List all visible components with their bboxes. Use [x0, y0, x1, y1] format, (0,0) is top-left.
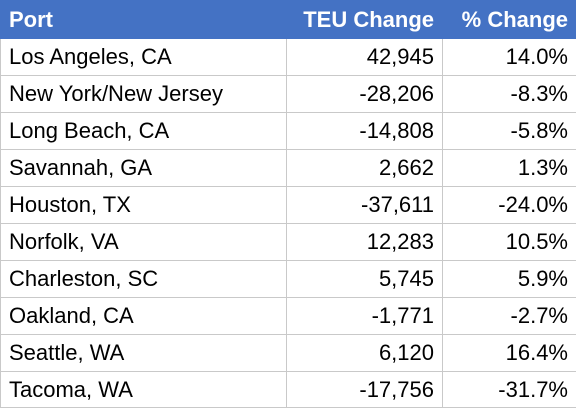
cell-teu-change: 42,945 [286, 38, 443, 76]
cell-pct-change: -2.7% [442, 297, 576, 335]
header-teu-change: TEU Change [286, 0, 443, 39]
cell-pct-change: 14.0% [442, 38, 576, 76]
table-row: Tacoma, WA -17,756 -31.7% [0, 371, 576, 408]
cell-port: Norfolk, VA [0, 223, 287, 261]
cell-port: Houston, TX [0, 186, 287, 224]
cell-pct-change: 1.3% [442, 149, 576, 187]
table-row: Oakland, CA -1,771 -2.7% [0, 297, 576, 335]
cell-teu-change: 6,120 [286, 334, 443, 372]
cell-pct-change: -5.8% [442, 112, 576, 150]
cell-teu-change: -17,756 [286, 371, 443, 408]
table-row: Long Beach, CA -14,808 -5.8% [0, 112, 576, 150]
table-row: New York/New Jersey -28,206 -8.3% [0, 75, 576, 113]
cell-teu-change: -14,808 [286, 112, 443, 150]
cell-port: Tacoma, WA [0, 371, 287, 408]
cell-port: Charleston, SC [0, 260, 287, 298]
cell-port: Long Beach, CA [0, 112, 287, 150]
cell-teu-change: -28,206 [286, 75, 443, 113]
cell-pct-change: 5.9% [442, 260, 576, 298]
cell-port: Oakland, CA [0, 297, 287, 335]
cell-teu-change: -37,611 [286, 186, 443, 224]
cell-pct-change: -8.3% [442, 75, 576, 113]
cell-port: Savannah, GA [0, 149, 287, 187]
cell-teu-change: 12,283 [286, 223, 443, 261]
table-row: Norfolk, VA 12,283 10.5% [0, 223, 576, 261]
cell-pct-change: -31.7% [442, 371, 576, 408]
table-row: Charleston, SC 5,745 5.9% [0, 260, 576, 298]
cell-port: Los Angeles, CA [0, 38, 287, 76]
cell-teu-change: 2,662 [286, 149, 443, 187]
header-row: Port TEU Change % Change [0, 0, 576, 39]
cell-teu-change: -1,771 [286, 297, 443, 335]
table-row: Los Angeles, CA 42,945 14.0% [0, 38, 576, 76]
cell-pct-change: 10.5% [442, 223, 576, 261]
cell-teu-change: 5,745 [286, 260, 443, 298]
table-row: Savannah, GA 2,662 1.3% [0, 149, 576, 187]
header-pct-change: % Change [442, 0, 576, 39]
table-row: Houston, TX -37,611 -24.0% [0, 186, 576, 224]
cell-pct-change: -24.0% [442, 186, 576, 224]
cell-port: New York/New Jersey [0, 75, 287, 113]
cell-pct-change: 16.4% [442, 334, 576, 372]
header-port: Port [0, 0, 287, 39]
cell-port: Seattle, WA [0, 334, 287, 372]
table-row: Seattle, WA 6,120 16.4% [0, 334, 576, 372]
